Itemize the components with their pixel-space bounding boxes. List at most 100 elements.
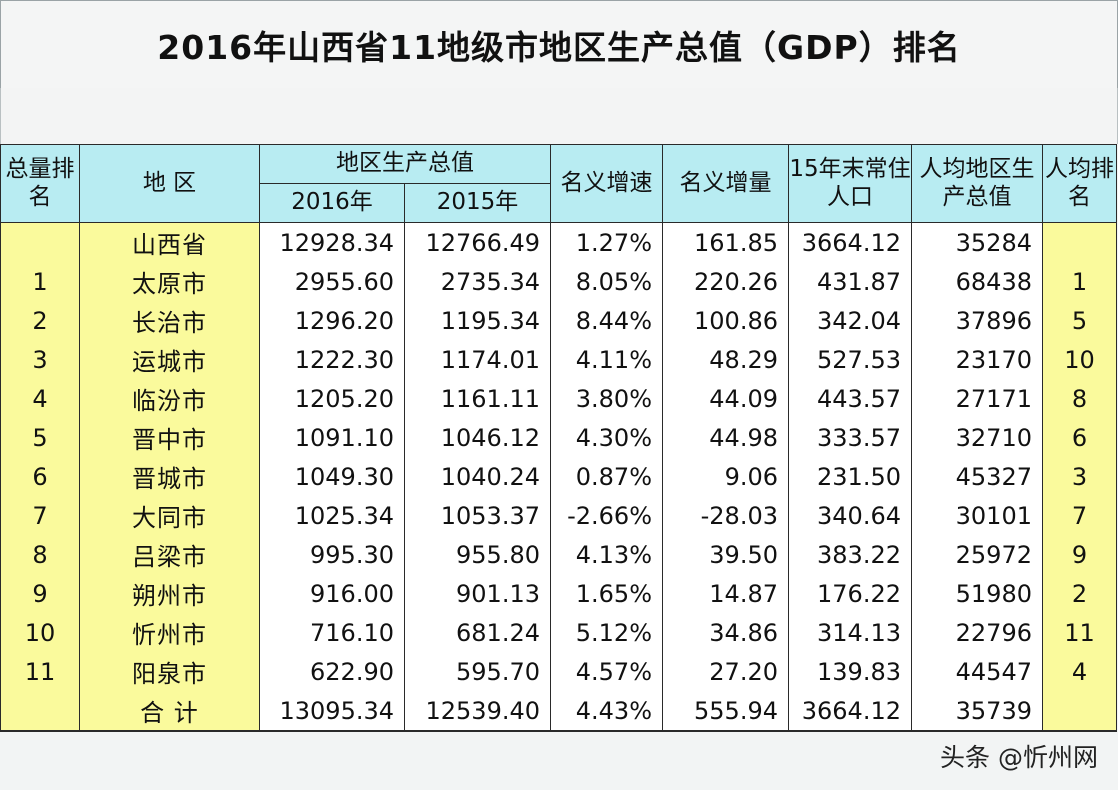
increment-cell: 48.29 xyxy=(662,340,789,379)
per-capita-rank-cell xyxy=(1042,222,1117,262)
region-cell: 运城市 xyxy=(79,340,260,379)
header-per-capita: 人均地区生产总值 xyxy=(911,144,1043,223)
population-cell: 342.04 xyxy=(788,301,912,340)
population-cell: 314.13 xyxy=(788,613,912,652)
per-capita-rank-cell: 7 xyxy=(1042,496,1117,535)
growth-cell: 8.44% xyxy=(550,301,663,340)
region-cell: 合 计 xyxy=(79,691,260,732)
population-cell: 383.22 xyxy=(788,535,912,574)
gdp-2015-cell: 1053.37 xyxy=(404,496,551,535)
growth-cell: 4.13% xyxy=(550,535,663,574)
rank-cell xyxy=(0,222,80,262)
header-rank-total: 总量排名 xyxy=(0,144,80,223)
per-capita-cell: 27171 xyxy=(911,379,1043,418)
region-cell: 吕梁市 xyxy=(79,535,260,574)
gdp-2015-cell: 1174.01 xyxy=(404,340,551,379)
page-title: 2016年山西省11地级市地区生产总值（GDP）排名 xyxy=(157,28,961,67)
per-capita-cell: 23170 xyxy=(911,340,1043,379)
region-cell: 朔州市 xyxy=(79,574,260,613)
gdp-2015-cell: 2735.34 xyxy=(404,262,551,301)
gdp-2015-cell: 595.70 xyxy=(404,652,551,691)
gdp-2015-cell: 12539.40 xyxy=(404,691,551,732)
region-cell: 大同市 xyxy=(79,496,260,535)
gdp-2016-cell: 716.10 xyxy=(259,613,405,652)
gdp-2015-cell: 1040.24 xyxy=(404,457,551,496)
growth-cell: 4.30% xyxy=(550,418,663,457)
growth-cell: 8.05% xyxy=(550,262,663,301)
gdp-2016-cell: 916.00 xyxy=(259,574,405,613)
gdp-2016-cell: 1025.34 xyxy=(259,496,405,535)
growth-cell: 4.43% xyxy=(550,691,663,732)
population-cell: 340.64 xyxy=(788,496,912,535)
table-row: 4 临汾市 1205.20 1161.11 3.80% 44.09 443.57 27171 8 xyxy=(0,379,1117,418)
per-capita-cell: 45327 xyxy=(911,457,1043,496)
per-capita-cell: 25972 xyxy=(911,535,1043,574)
increment-cell: 44.98 xyxy=(662,418,789,457)
per-capita-rank-cell: 5 xyxy=(1042,301,1117,340)
gdp-table: 总量排名 地 区 地区生产总值 名义增速 名义增量 15年末常住人口 人均地区生… xyxy=(0,144,1117,732)
region-cell: 临汾市 xyxy=(79,379,260,418)
gdp-2016-cell: 622.90 xyxy=(259,652,405,691)
increment-cell: 14.87 xyxy=(662,574,789,613)
rank-cell: 7 xyxy=(0,496,80,535)
table-row: 10 忻州市 716.10 681.24 5.12% 34.86 314.13 22796 11 xyxy=(0,613,1117,652)
table-row: 山西省 12928.34 12766.49 1.27% 161.85 3664.12 352… xyxy=(0,222,1117,262)
rank-cell: 4 xyxy=(0,379,80,418)
increment-cell: 220.26 xyxy=(662,262,789,301)
per-capita-rank-cell: 10 xyxy=(1042,340,1117,379)
per-capita-cell: 51980 xyxy=(911,574,1043,613)
rank-cell: 9 xyxy=(0,574,80,613)
rank-cell: 5 xyxy=(0,418,80,457)
increment-cell: -28.03 xyxy=(662,496,789,535)
table-row: 5 晋中市 1091.10 1046.12 4.30% 44.98 333.57 32710 6 xyxy=(0,418,1117,457)
per-capita-cell: 37896 xyxy=(911,301,1043,340)
increment-cell: 555.94 xyxy=(662,691,789,732)
per-capita-rank-cell: 11 xyxy=(1042,613,1117,652)
gdp-2015-cell: 1161.11 xyxy=(404,379,551,418)
per-capita-rank-cell xyxy=(1042,691,1117,732)
gdp-2015-cell: 681.24 xyxy=(404,613,551,652)
gdp-2016-cell: 13095.34 xyxy=(259,691,405,732)
gdp-2015-cell: 1046.12 xyxy=(404,418,551,457)
region-cell: 晋中市 xyxy=(79,418,260,457)
region-cell: 长治市 xyxy=(79,301,260,340)
region-cell: 山西省 xyxy=(79,222,260,262)
rank-cell: 11 xyxy=(0,652,80,691)
per-capita-rank-cell: 2 xyxy=(1042,574,1117,613)
region-cell: 太原市 xyxy=(79,262,260,301)
increment-cell: 161.85 xyxy=(662,222,789,262)
rank-cell: 1 xyxy=(0,262,80,301)
gdp-2015-cell: 1195.34 xyxy=(404,301,551,340)
growth-cell: 1.27% xyxy=(550,222,663,262)
gdp-2015-cell: 901.13 xyxy=(404,574,551,613)
gdp-2015-cell: 12766.49 xyxy=(404,222,551,262)
header-increment: 名义增量 xyxy=(662,144,789,223)
gdp-2016-cell: 1296.20 xyxy=(259,301,405,340)
gdp-2016-cell: 1205.20 xyxy=(259,379,405,418)
header-population: 15年末常住人口 xyxy=(788,144,912,223)
header-growth: 名义增速 xyxy=(550,144,663,223)
per-capita-rank-cell: 4 xyxy=(1042,652,1117,691)
per-capita-cell: 22796 xyxy=(911,613,1043,652)
population-cell: 527.53 xyxy=(788,340,912,379)
per-capita-rank-cell: 8 xyxy=(1042,379,1117,418)
table-row: 1 太原市 2955.60 2735.34 8.05% 220.26 431.87 68438… xyxy=(0,262,1117,301)
table-row: 7 大同市 1025.34 1053.37 -2.66% -28.03 340.64 3010… xyxy=(0,496,1117,535)
population-cell: 139.83 xyxy=(788,652,912,691)
increment-cell: 39.50 xyxy=(662,535,789,574)
population-cell: 431.87 xyxy=(788,262,912,301)
gdp-2016-cell: 1049.30 xyxy=(259,457,405,496)
gdp-2015-cell: 955.80 xyxy=(404,535,551,574)
increment-cell: 27.20 xyxy=(662,652,789,691)
increment-cell: 44.09 xyxy=(662,379,789,418)
population-cell: 443.57 xyxy=(788,379,912,418)
per-capita-cell: 35284 xyxy=(911,222,1043,262)
population-cell: 3664.12 xyxy=(788,222,912,262)
population-cell: 3664.12 xyxy=(788,691,912,732)
title-spacer xyxy=(0,88,1118,144)
growth-cell: -2.66% xyxy=(550,496,663,535)
header-2016: 2016年 xyxy=(259,183,405,223)
gdp-2016-cell: 2955.60 xyxy=(259,262,405,301)
rank-cell: 6 xyxy=(0,457,80,496)
table-body: 山西省 12928.34 12766.49 1.27% 161.85 3664.12 352… xyxy=(0,222,1117,732)
